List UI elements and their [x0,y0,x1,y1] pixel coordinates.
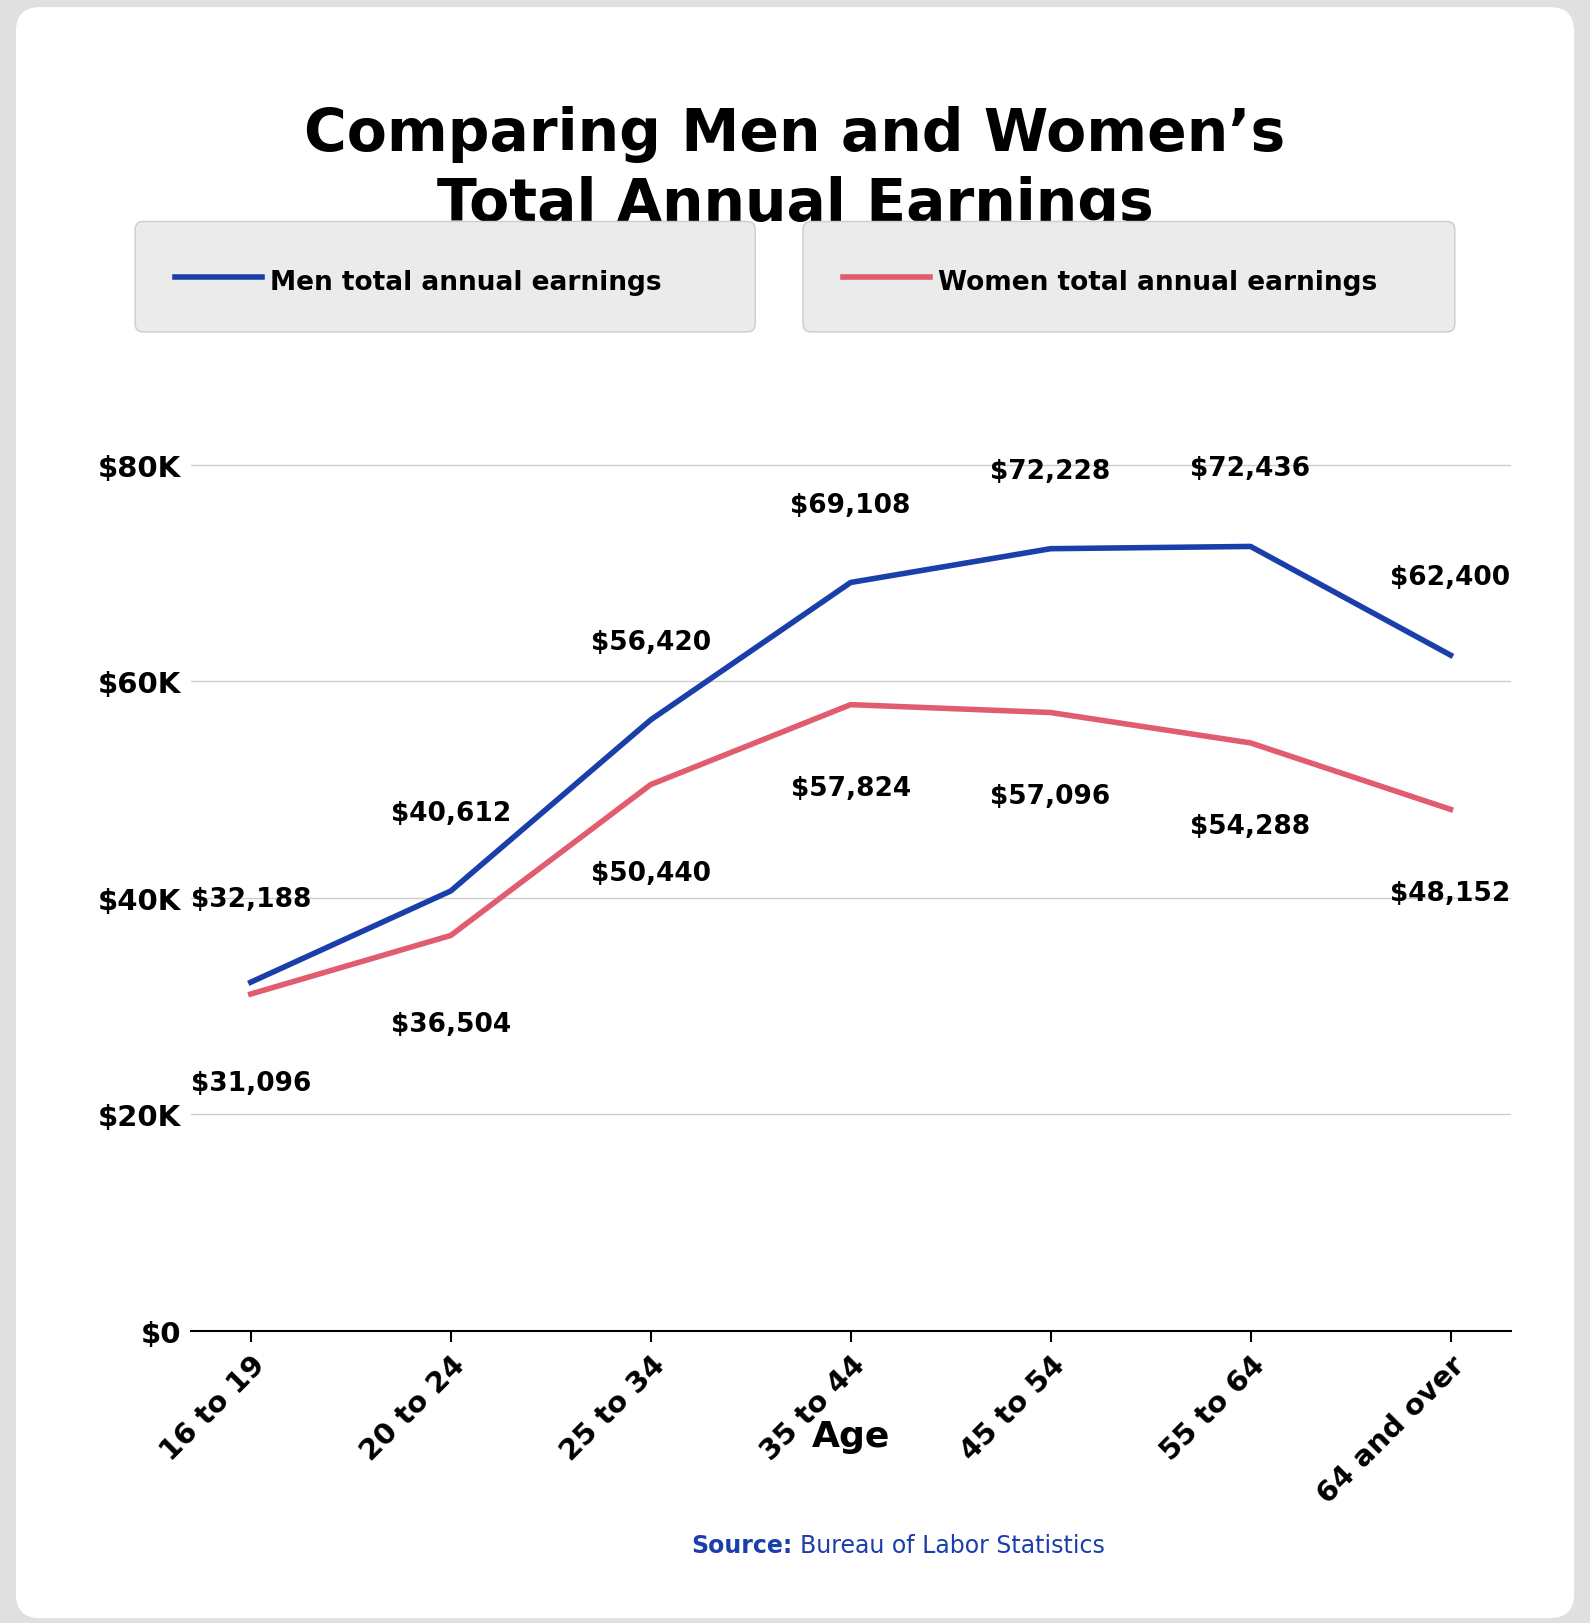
Text: $31,096: $31,096 [191,1070,312,1096]
Text: Comparing Men and Women’s
Total Annual Earnings: Comparing Men and Women’s Total Annual E… [304,105,1286,234]
Text: $56,420: $56,420 [590,630,711,656]
Text: Women total annual earnings: Women total annual earnings [938,269,1377,295]
Text: Source:: Source: [692,1534,793,1556]
Text: Men total annual earnings: Men total annual earnings [270,269,661,295]
Text: $57,096: $57,096 [991,784,1111,810]
Text: $54,288: $54,288 [1191,813,1310,839]
Text: Bureau of Labor Statistics: Bureau of Labor Statistics [800,1534,1105,1556]
Text: $62,400: $62,400 [1390,565,1510,591]
Text: $32,188: $32,188 [191,886,312,912]
Text: $36,504: $36,504 [391,1011,510,1037]
Text: $57,824: $57,824 [790,776,911,802]
Text: $40,612: $40,612 [391,800,510,826]
Text: Age: Age [811,1420,890,1453]
Text: $72,228: $72,228 [991,458,1111,484]
Text: $48,152: $48,152 [1390,880,1510,906]
Text: $72,436: $72,436 [1191,456,1310,482]
Text: $50,440: $50,440 [591,860,711,886]
Text: $69,108: $69,108 [790,492,911,518]
